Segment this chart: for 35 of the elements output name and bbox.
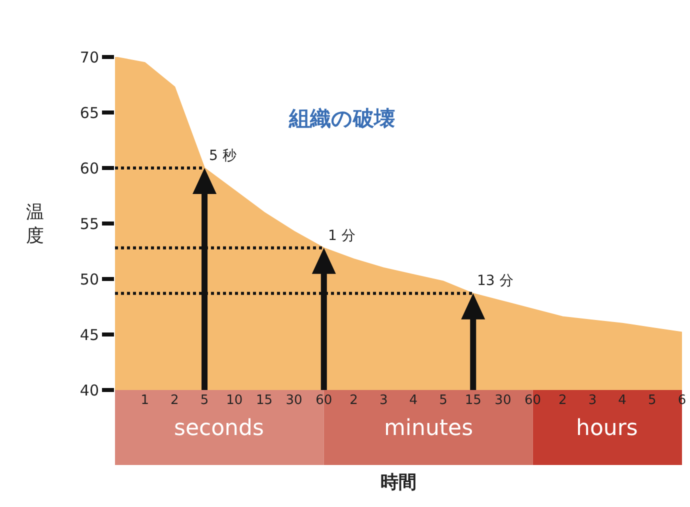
y-tick-label: 65 [80,104,99,122]
y-tick-label: 55 [80,214,99,233]
y-tick-label: 45 [80,326,99,344]
x-tick-label: 2 [350,393,358,408]
text: minutes [384,416,474,441]
x-tick-label: 6 [678,393,686,408]
x-tick-label: 3 [588,393,597,408]
x-tick-label: 30 [494,393,512,408]
x-tick-label: 15 [256,393,272,408]
y-tick-label: 60 [80,159,99,178]
text: 組織の破壊 [288,106,395,130]
x-tick-label: 5 [439,393,448,408]
x-tick-label: 5 [200,393,209,408]
y-tick-label: 70 [80,48,99,66]
x-tick-label: 3 [379,393,388,408]
ref-line-label: 5 秒 [209,148,236,164]
ref-line-label: 1 分 [328,228,356,244]
x-tick-label: 10 [226,393,243,408]
text: hours [576,416,638,441]
text: seconds [174,416,264,441]
ref-line-label: 13 分 [477,273,514,289]
x-tick-label: 2 [170,393,179,408]
y-tick-label: 40 [80,381,99,400]
x-tick-label: 1 [140,393,149,408]
x-axis-title: 時間 [380,472,416,494]
x-tick-label: 60 [524,393,542,408]
x-tick-label: 60 [316,393,332,408]
x-tick-label: 15 [464,393,482,408]
y-axis-title: 温度 [26,202,44,246]
x-tick-label: 30 [286,393,302,408]
x-tick-label: 5 [648,393,656,408]
x-tick-label: 2 [558,393,567,408]
x-tick-label: 4 [409,393,418,408]
y-tick-label: 50 [80,270,99,288]
x-tick-label: 4 [618,393,626,408]
